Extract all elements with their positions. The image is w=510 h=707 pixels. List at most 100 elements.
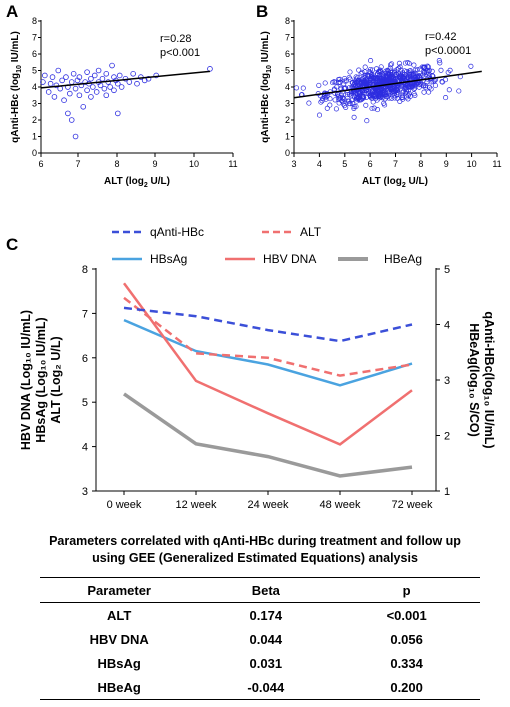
scatter-point [118,84,125,90]
scatter-point [95,67,102,74]
x-tick-label: 11 [492,159,501,169]
scatter-point [377,94,384,100]
scatter-point [134,80,140,87]
scatter-point [411,62,417,68]
table-title-line1: Parameters correlated with qAnti-HBc dur… [49,534,461,548]
scatter-point [115,80,121,87]
scatter-point [367,66,374,73]
scatter-point [336,97,342,103]
scatter-point [338,92,345,98]
scatter-point [293,85,300,91]
scatter-point [369,105,375,112]
scatter-point [327,96,333,102]
scatter-point [358,71,364,77]
y-tick-label: 1 [285,132,290,142]
scatter-point [445,69,451,75]
x-ticks-a: 6 7 8 9 10 11 [38,159,237,169]
scatter-point [382,102,388,108]
y-tick-label: 7 [285,33,290,43]
correlation-p-a: p<0.001 [160,47,200,59]
scatter-point [350,101,356,107]
table-row: HBsAg 0.031 0.334 [40,651,480,675]
scatter-point [456,88,462,94]
scatter-point [385,68,391,74]
y-left-tick-label: 6 [82,353,88,365]
scatter-point [145,75,152,82]
x-tick-label: 9 [444,159,449,169]
cell-parameter: HBsAg [97,655,141,671]
table-title-line2: using GEE (Generalized Estimated Equatio… [92,551,418,565]
scatter-point [414,67,420,73]
y-right-tick-label: 3 [444,375,450,387]
scatter-point [327,102,333,108]
y-left-tick-label: 7 [82,308,88,320]
right-tick-marks-c [436,268,440,492]
scatter-point [426,89,432,95]
scatter-point [423,84,429,90]
scatter-point [344,92,351,98]
scatter-point [387,62,394,68]
cell-beta: 0.044 [249,631,283,647]
scatter-point [340,99,346,105]
series-line-qanti-hbc [123,306,413,343]
left-tick-marks-c [92,268,96,492]
x-tick-label: 6 [38,159,43,169]
scatter-point [347,69,353,75]
scatter-point [354,80,360,86]
y-left-tick-label: 4 [82,442,88,454]
scatter-point [365,91,372,97]
scatter-point [345,98,351,104]
scatter-point [45,89,52,95]
scatter-point [402,84,408,90]
scatter-point [372,76,378,82]
scatter-point [432,82,439,89]
panel-letter-b: B [256,2,268,21]
scatter-point [116,72,123,79]
scatter-point [346,91,352,97]
scatter-point [352,78,358,84]
table-header-row: Parameter Beta p [40,577,480,603]
scatter-point [425,64,432,70]
x-tick-label: 11 [228,159,237,169]
scatter-point [429,68,435,74]
scatter-point [395,87,401,93]
y-tick-marks-b [291,20,294,154]
legend: qAnti-HBc ALT HBsAg HBV DNA HBeAg [112,225,422,266]
scatter-point [442,77,449,83]
correlation-r-b: r=0.42 [425,31,457,43]
x-tick-label: 7 [393,159,398,169]
scatter-point [389,74,395,80]
y-ticks-b: 0 1 2 3 4 5 6 7 8 [285,16,290,158]
scatter-point [353,103,359,110]
scatter-point [384,70,390,76]
scatter-point [70,71,77,77]
correlation-r-a: r=0.28 [160,33,192,45]
cell-parameter: HBeAg [40,675,199,700]
scatter-point [365,73,371,79]
scatter-point [84,69,90,75]
scatter-chart-a: A 0 1 2 3 4 5 6 7 8 6 7 8 9 10 11 ALT (l… [6,2,238,189]
scatter-point [207,66,213,72]
scatter-point [42,72,48,79]
scatter-point [51,94,58,100]
x-tick-label: 24 week [248,499,289,511]
scatter-point [91,72,98,79]
scatter-point [392,95,398,101]
scatter-point [375,79,381,85]
scatter-point [323,96,329,102]
x-tick-marks-c [123,491,413,495]
y-tick-label: 7 [32,33,37,43]
scatter-point [391,86,397,92]
scatter-point [421,89,427,95]
scatter-point [406,60,412,67]
y-axis-label-b: qAnti-HBc (log10 IU/mL) [260,31,273,143]
scatter-points-a [40,62,213,140]
scatter-point [109,62,115,69]
y-right-tick-label: 4 [444,320,450,332]
y-tick-label: 4 [285,82,290,92]
scatter-point [375,89,381,95]
scatter-point [438,67,444,73]
scatter-point [400,88,407,94]
scatter-point [446,87,452,93]
header-parameter: Parameter [40,577,199,603]
